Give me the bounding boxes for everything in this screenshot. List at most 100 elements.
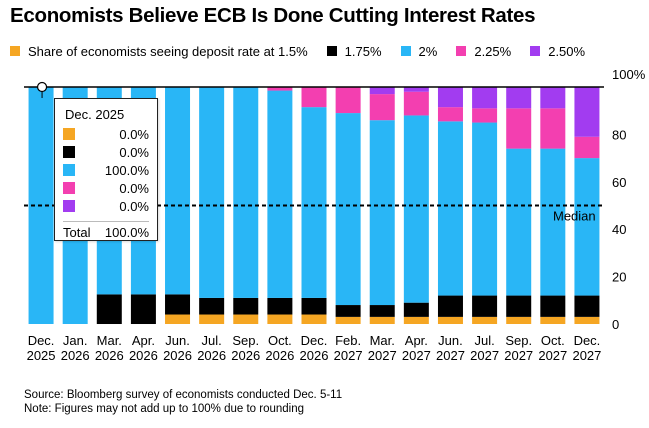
rounding-note: Note: Figures may not add up to 100% due…	[24, 403, 305, 415]
bar-1-75-4	[165, 294, 191, 315]
x-tick-label-0: Dec. 2025	[27, 333, 56, 363]
bar-1-5-9	[335, 316, 361, 324]
tooltip-value-2: 100.0%	[104, 162, 149, 178]
bar-2-50-11	[403, 87, 429, 92]
x-tick-label-15-line-0: Oct.	[541, 333, 565, 348]
bar-1-5-8	[301, 314, 327, 324]
bar-1-75-5	[199, 297, 225, 315]
x-tick-label-0-line-0: Dec.	[28, 333, 55, 348]
y-tick-label-20: 20	[612, 270, 626, 285]
legend-label-1-75: 1.75%	[344, 43, 382, 59]
bar-2-4	[165, 87, 191, 295]
bar-2-50-15	[540, 87, 566, 109]
bar-2-50-12	[437, 87, 463, 108]
bar-2-25-11	[403, 91, 429, 116]
bar-1-5-13	[472, 316, 498, 324]
x-tick-label-2-line-0: Mar.	[97, 333, 122, 348]
tooltip-swatch-1-75	[63, 146, 75, 158]
median-label: Median	[553, 209, 596, 224]
tooltip-swatch-2-25	[63, 182, 75, 194]
x-tick-label-6: Sep. 2026	[231, 333, 260, 363]
tooltip-row-2-25: 0.0%	[63, 180, 149, 196]
x-tick-label-9: Feb. 2027	[334, 333, 363, 363]
bar-1-75-2	[96, 294, 122, 325]
x-tick-label-11: Apr. 2027	[402, 333, 431, 363]
bar-2-25-13	[472, 108, 498, 123]
bar-2-9	[335, 113, 361, 306]
bar-1-5-11	[403, 316, 429, 324]
bar-1-75-12	[437, 295, 463, 317]
x-tick-label-10: Mar. 2027	[368, 333, 397, 363]
bar-2-25-14	[506, 108, 532, 149]
y-tick-label-100: 100%	[612, 67, 646, 82]
legend: Share of economists seeing deposit rate …	[10, 42, 585, 60]
bar-2-7	[267, 90, 293, 298]
bar-1-5-16	[574, 316, 600, 324]
bar-2-12	[437, 121, 463, 296]
bar-2-25-12	[437, 107, 463, 122]
y-tick-label-60: 60	[612, 175, 626, 190]
bar-2-5	[199, 87, 225, 298]
legend-swatch-1-75	[326, 46, 337, 56]
x-tick-label-7: Oct. 2026	[265, 333, 294, 363]
bar-1-5-7	[267, 314, 293, 324]
bar-1-5-4	[165, 314, 191, 324]
bar-2-11	[403, 115, 429, 303]
x-tick-label-3-line-0: Apr.	[132, 333, 155, 348]
legend-swatch-1-5	[10, 46, 20, 56]
x-tick-label-16-line-0: Dec.	[574, 333, 601, 348]
x-tick-label-15: Oct. 2027	[538, 333, 567, 363]
tooltip-heading: Dec. 2025	[65, 107, 125, 122]
x-tick-label-1-line-0: Jan.	[63, 333, 88, 348]
bar-2-25-9	[335, 87, 361, 114]
x-tick-label-5-line-1: 2026	[197, 348, 226, 363]
bar-1-75-8	[301, 297, 327, 315]
bar-1-75-14	[506, 295, 532, 317]
tooltip-row-2: 100.0%	[63, 162, 149, 178]
x-tick-label-12-line-0: Jun.	[438, 333, 463, 348]
bar-1-75-7	[267, 297, 293, 315]
legend-label-1-5: Share of economists seeing deposit rate …	[28, 43, 308, 59]
legend-swatch-2	[400, 46, 411, 56]
tooltip-row-1-5: 0.0%	[63, 126, 149, 142]
x-tick-label-8-line-1: 2026	[300, 348, 329, 363]
bar-1-75-6	[233, 297, 259, 315]
x-tick-label-15-line-1: 2027	[538, 348, 567, 363]
x-tick-label-7-line-1: 2026	[265, 348, 294, 363]
bar-2-25-10	[369, 94, 395, 121]
bar-2-50-16	[574, 87, 600, 137]
x-tick-label-2-line-1: 2026	[95, 348, 124, 363]
tooltip-value-1-75: 0.0%	[119, 144, 149, 160]
legend-label-2-50: 2.50%	[548, 43, 586, 59]
bar-1-75-11	[403, 302, 429, 317]
chart-title: Economists Believe ECB Is Done Cutting I…	[10, 4, 536, 27]
x-tick-label-14: Sep. 2027	[504, 333, 533, 363]
x-tick-label-4: Jun. 2026	[163, 333, 192, 363]
bar-2-50-13	[472, 87, 498, 109]
y-tick-label-80: 80	[612, 127, 626, 142]
x-tick-label-5: Jul. 2026	[197, 333, 226, 363]
bar-2-50-14	[506, 87, 532, 109]
x-tick-label-9-line-1: 2027	[334, 348, 363, 363]
bar-2-25-16	[574, 136, 600, 159]
x-tick-label-16: Dec. 2027	[572, 333, 601, 363]
tooltip-row-1-75: 0.0%	[63, 144, 149, 160]
tooltip-total-label: Total	[63, 225, 91, 240]
bar-2-16	[574, 158, 600, 296]
x-tick-label-4-line-0: Jun.	[165, 333, 190, 348]
x-tick-label-4-line-1: 2026	[163, 348, 192, 363]
x-tick-label-10-line-1: 2027	[368, 348, 397, 363]
legend-swatch-2-50	[530, 46, 541, 56]
y-tick-label-0: 0	[612, 317, 619, 332]
y-tick-label-40: 40	[612, 222, 626, 237]
bar-2-13	[472, 122, 498, 296]
x-tick-label-3-line-1: 2026	[129, 348, 158, 363]
x-tick-label-8: Dec. 2026	[300, 333, 329, 363]
tooltip-total-row: Total 100.0%	[63, 221, 149, 240]
bar-2-25-7	[267, 87, 293, 91]
bar-1-5-15	[540, 316, 566, 324]
bar-1-5-5	[199, 314, 225, 324]
bar-1-75-16	[574, 295, 600, 317]
bar-1-5-14	[506, 316, 532, 324]
hover-marker	[36, 81, 48, 93]
